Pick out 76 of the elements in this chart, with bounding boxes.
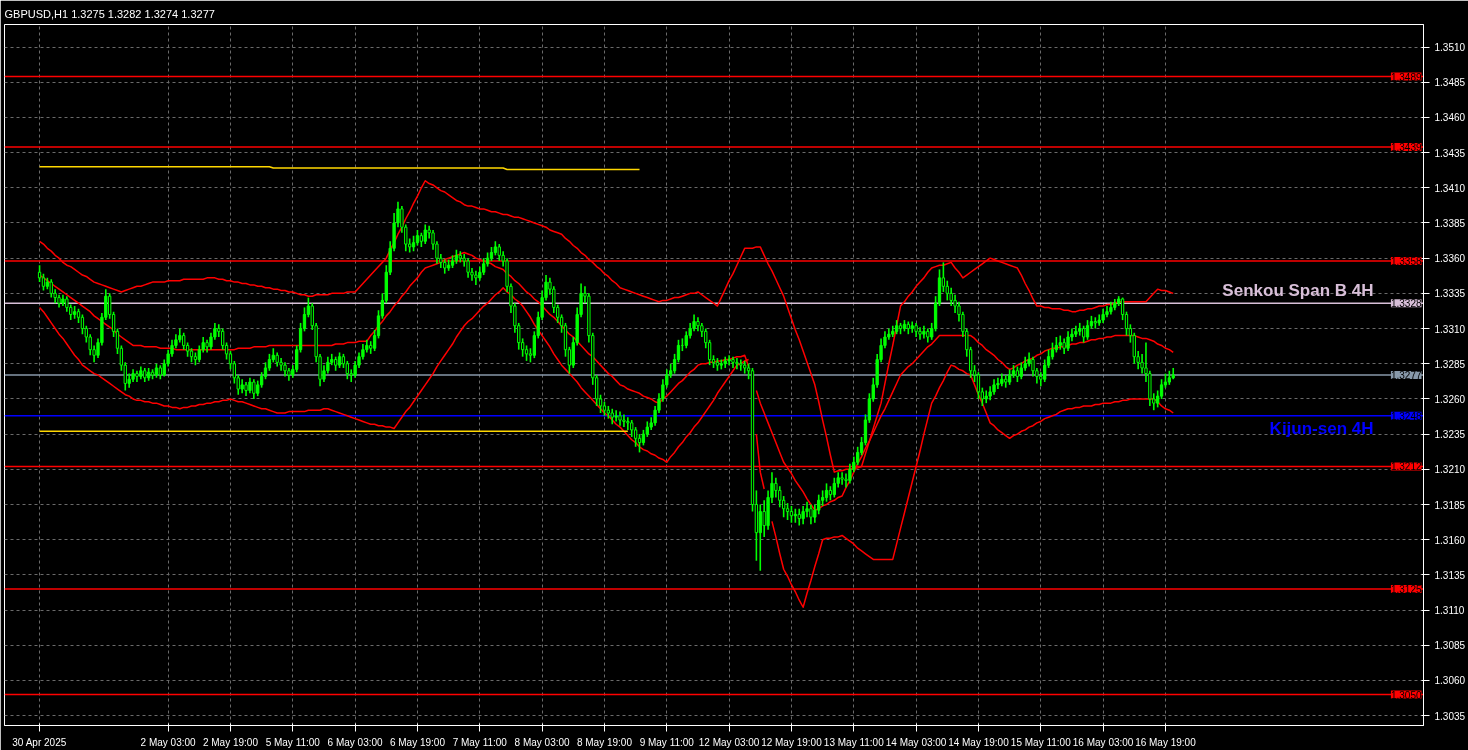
candlestick bbox=[80, 313, 85, 335]
y-tick-label: 1.3485 bbox=[1434, 77, 1466, 89]
candlestick bbox=[844, 472, 848, 489]
candlestick bbox=[918, 326, 922, 341]
x-tick-label: 15 May 11:00 bbox=[1010, 736, 1072, 748]
y-tick-label: 1.3460 bbox=[1434, 112, 1466, 124]
x-tick-label: 13 May 11:00 bbox=[823, 736, 885, 748]
candlestick bbox=[345, 360, 349, 381]
candlestick bbox=[1085, 319, 1090, 341]
y-tick-label: 1.3260 bbox=[1434, 393, 1466, 405]
candlestick bbox=[832, 476, 836, 499]
y-tick-label: 1.3110 bbox=[1434, 605, 1465, 617]
ref-line-label: 1.3212 bbox=[1390, 461, 1422, 473]
y-tick-label: 1.3235 bbox=[1434, 429, 1466, 441]
x-tick-label: 16 May 19:00 bbox=[1135, 736, 1197, 748]
y-tick-label: 1.3510 bbox=[1434, 42, 1466, 54]
candlestick bbox=[49, 278, 53, 299]
y-tick-label: 1.3335 bbox=[1434, 288, 1466, 300]
candlestick bbox=[1078, 322, 1082, 337]
annotation: Senkou Span B 4H bbox=[1222, 281, 1374, 301]
ref-line-label: 1.3439 bbox=[1390, 141, 1422, 153]
y-tick-label: 1.3035 bbox=[1434, 710, 1466, 722]
candlestick bbox=[1066, 330, 1070, 352]
x-tick-label: 2 May 03:00 bbox=[140, 736, 197, 748]
y-tick-label: 1.3085 bbox=[1434, 640, 1466, 652]
x-tick-label: 14 May 03:00 bbox=[885, 736, 947, 748]
y-tick-label: 1.3285 bbox=[1434, 358, 1466, 370]
candlestick bbox=[252, 378, 256, 400]
y-tick-label: 1.3210 bbox=[1434, 464, 1466, 476]
ref-line-label: 1.3489 bbox=[1390, 71, 1422, 83]
x-tick-label: 12 May 03:00 bbox=[698, 736, 760, 748]
candlestick bbox=[840, 471, 844, 486]
ref-line-label: 1.3050 bbox=[1390, 689, 1422, 701]
y-tick-label: 1.3060 bbox=[1434, 675, 1466, 687]
ref-line-label: 1.3328 bbox=[1390, 298, 1422, 310]
x-tick-label: 2 May 19:00 bbox=[202, 736, 259, 748]
chart-title: GBPUSD,H1 1.3275 1.3282 1.3274 1.3277 bbox=[4, 7, 215, 20]
candlestick bbox=[423, 223, 427, 245]
x-tick-label: 7 May 11:00 bbox=[452, 736, 508, 748]
candlestick bbox=[976, 371, 981, 400]
x-tick-label: 30 Apr 2025 bbox=[12, 736, 67, 748]
candlestick bbox=[622, 413, 626, 428]
candlestick bbox=[466, 257, 470, 279]
annotation: Kijun-sen 4H bbox=[1269, 418, 1374, 438]
x-tick-label: 8 May 19:00 bbox=[576, 736, 633, 748]
candlestick bbox=[221, 327, 225, 351]
ref-line-label: 1.3277 bbox=[1390, 370, 1422, 381]
candlestick bbox=[809, 503, 813, 526]
y-tick-label: 1.3360 bbox=[1434, 253, 1466, 265]
x-tick-label: 5 May 11:00 bbox=[265, 736, 321, 748]
x-tick-label: 6 May 19:00 bbox=[389, 736, 446, 748]
ref-line-label: 1.3358 bbox=[1390, 255, 1422, 267]
y-tick-label: 1.3385 bbox=[1434, 217, 1466, 229]
x-tick-label: 12 May 19:00 bbox=[761, 736, 823, 748]
candlestick bbox=[824, 482, 829, 503]
candlestick bbox=[1004, 374, 1008, 389]
candlestick bbox=[758, 503, 762, 572]
x-tick-label: 8 May 03:00 bbox=[514, 736, 571, 748]
y-tick-label: 1.3185 bbox=[1434, 499, 1466, 511]
y-tick-label: 1.3410 bbox=[1434, 182, 1466, 194]
candlestick bbox=[762, 499, 766, 538]
candlestick bbox=[1159, 378, 1164, 400]
candlestick bbox=[637, 433, 642, 454]
y-tick-label: 1.3310 bbox=[1434, 323, 1466, 335]
ref-line-label: 1.3125 bbox=[1390, 583, 1422, 595]
y-tick-label: 1.3160 bbox=[1434, 534, 1466, 546]
x-tick-label: 6 May 03:00 bbox=[327, 736, 384, 748]
candlestick bbox=[1043, 358, 1047, 383]
x-tick-label: 9 May 11:00 bbox=[639, 736, 695, 748]
y-tick-label: 1.3435 bbox=[1434, 147, 1466, 159]
x-tick-label: 16 May 03:00 bbox=[1072, 736, 1134, 748]
candlestick bbox=[735, 357, 739, 371]
y-tick-label: 1.3135 bbox=[1434, 569, 1466, 581]
x-tick-label: 14 May 19:00 bbox=[948, 736, 1010, 748]
candlestick bbox=[801, 505, 805, 526]
ref-line-label: 1.3248 bbox=[1390, 410, 1422, 422]
